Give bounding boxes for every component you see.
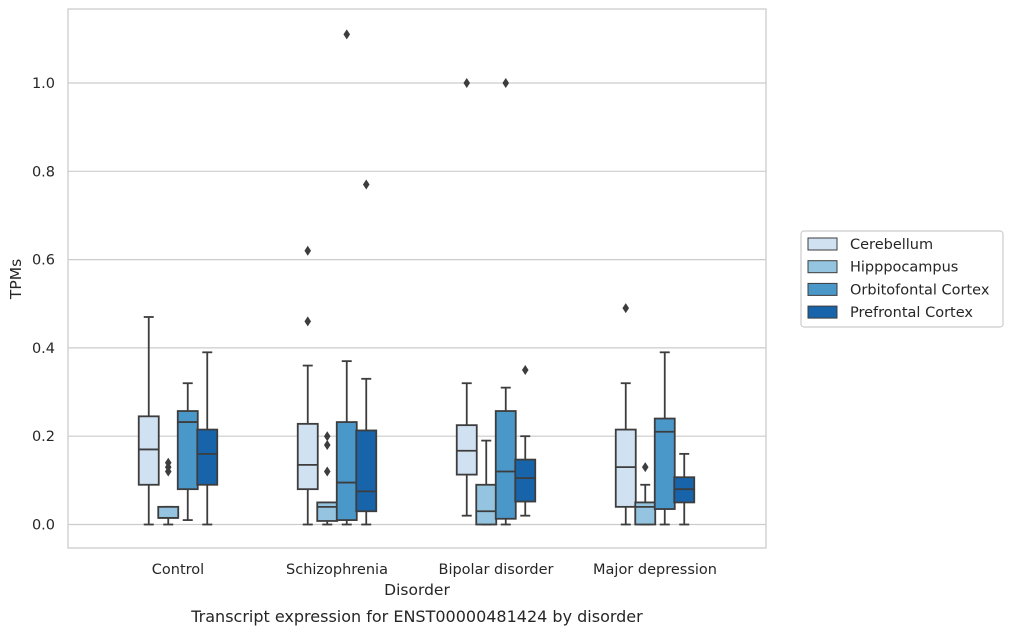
- y-tick-label: 0.0: [32, 518, 55, 534]
- outlier-point: [641, 462, 649, 473]
- box-body: [634, 501, 657, 526]
- box-body: [335, 421, 358, 521]
- box-hipppocampus: [475, 439, 498, 526]
- outlier-point: [463, 78, 471, 88]
- outlier-point: [521, 364, 529, 375]
- box-orbitofontal-cortex: [176, 382, 199, 521]
- y-tick-label: 0.4: [32, 341, 55, 357]
- box-body: [653, 417, 676, 510]
- x-tick-label: Control: [152, 562, 204, 578]
- box-hipppocampus: [316, 431, 339, 526]
- outlier-point: [622, 303, 630, 314]
- box-layer: [137, 29, 696, 526]
- outlier-point: [362, 179, 370, 190]
- box-body: [196, 428, 219, 486]
- box-prefrontal-cortex: [355, 179, 378, 526]
- outlier-point: [304, 245, 312, 256]
- legend-label: Hipppocampus: [850, 260, 958, 276]
- box-orbitofontal-cortex: [335, 29, 358, 526]
- box-body: [157, 505, 180, 519]
- legend: Cerebellum Hipppocampus Orbitofontal Corte…: [800, 230, 1004, 328]
- box-cerebellum: [296, 245, 319, 526]
- box-prefrontal-cortex: [673, 452, 696, 526]
- box-body: [494, 410, 517, 520]
- box-body: [137, 415, 160, 486]
- box-body: [514, 458, 537, 503]
- x-axis-title: Disorder: [384, 581, 450, 599]
- y-tick-label: 1.0: [32, 76, 55, 92]
- legend-swatch: [807, 305, 838, 319]
- box-body: [355, 429, 378, 513]
- chart-caption: Transcript expression for ENST0000048142…: [190, 607, 643, 626]
- box-hipppocampus: [634, 462, 657, 526]
- box-prefrontal-cortex: [196, 351, 219, 526]
- legend-swatch: [807, 282, 838, 296]
- outlier-point: [343, 29, 351, 40]
- legend-swatch: [807, 260, 838, 274]
- legend-label: Prefrontal Cortex: [850, 305, 973, 321]
- outlier-point: [323, 466, 331, 477]
- x-tick-label: Schizophrenia: [286, 562, 388, 578]
- outlier-point: [323, 431, 331, 442]
- x-tick-label: Major depression: [593, 562, 717, 578]
- legend-label: Orbitofontal Cortex: [850, 282, 990, 298]
- legend-label: Cerebellum: [850, 237, 933, 253]
- box-body: [475, 483, 498, 526]
- plot-frame: [67, 8, 767, 549]
- outlier-point: [502, 78, 510, 88]
- y-tick-label: 0.6: [32, 253, 55, 269]
- legend-frame: [800, 230, 1004, 328]
- box-body: [316, 501, 339, 522]
- box-hipppocampus: [157, 457, 180, 526]
- box-body: [614, 428, 637, 508]
- legend-swatch: [807, 237, 838, 251]
- box-prefrontal-cortex: [514, 364, 537, 517]
- y-axis-title: TPMs: [7, 259, 25, 300]
- y-tick-labels: 0.0 0.2 0.4 0.6 0.8 1.0: [32, 76, 55, 534]
- outlier-point: [164, 457, 172, 468]
- box-orbitofontal-cortex: [653, 351, 676, 526]
- y-tick-label: 0.8: [32, 164, 55, 180]
- box-cerebellum: [137, 316, 160, 526]
- outlier-point: [304, 316, 312, 327]
- x-tick-labels: Control Schizophrenia Bipolar disorder Majo…: [152, 562, 717, 578]
- x-tick-label: Bipolar disorder: [439, 562, 554, 578]
- box-body: [296, 422, 319, 491]
- box-cerebellum: [614, 303, 637, 526]
- box-cerebellum: [455, 78, 478, 517]
- outlier-point: [323, 440, 331, 451]
- y-tick-label: 0.2: [32, 429, 55, 445]
